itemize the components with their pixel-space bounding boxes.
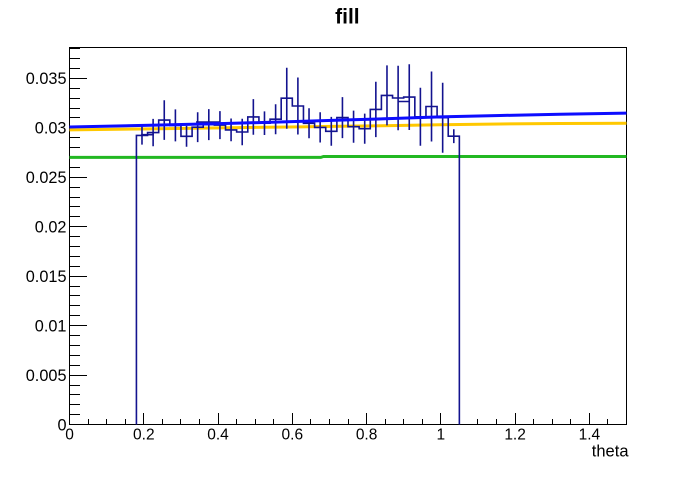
svg-text:fill: fill	[335, 6, 360, 29]
svg-text:0.035: 0.035	[26, 70, 67, 88]
svg-text:0.02: 0.02	[35, 218, 67, 236]
svg-text:theta: theta	[592, 443, 630, 461]
svg-text:0.005: 0.005	[26, 367, 67, 385]
svg-text:0.025: 0.025	[26, 169, 67, 187]
svg-text:1.2: 1.2	[504, 426, 526, 443]
svg-text:0.2: 0.2	[133, 426, 155, 443]
svg-text:0.03: 0.03	[35, 120, 67, 138]
svg-text:0.4: 0.4	[207, 426, 229, 443]
svg-text:0: 0	[57, 416, 66, 434]
svg-text:0.8: 0.8	[356, 426, 378, 443]
svg-text:1.4: 1.4	[579, 426, 601, 443]
svg-text:0.015: 0.015	[26, 268, 67, 286]
svg-text:1: 1	[436, 426, 445, 443]
svg-text:0.01: 0.01	[35, 317, 67, 335]
svg-text:0: 0	[65, 426, 74, 443]
svg-text:0.6: 0.6	[282, 426, 304, 443]
